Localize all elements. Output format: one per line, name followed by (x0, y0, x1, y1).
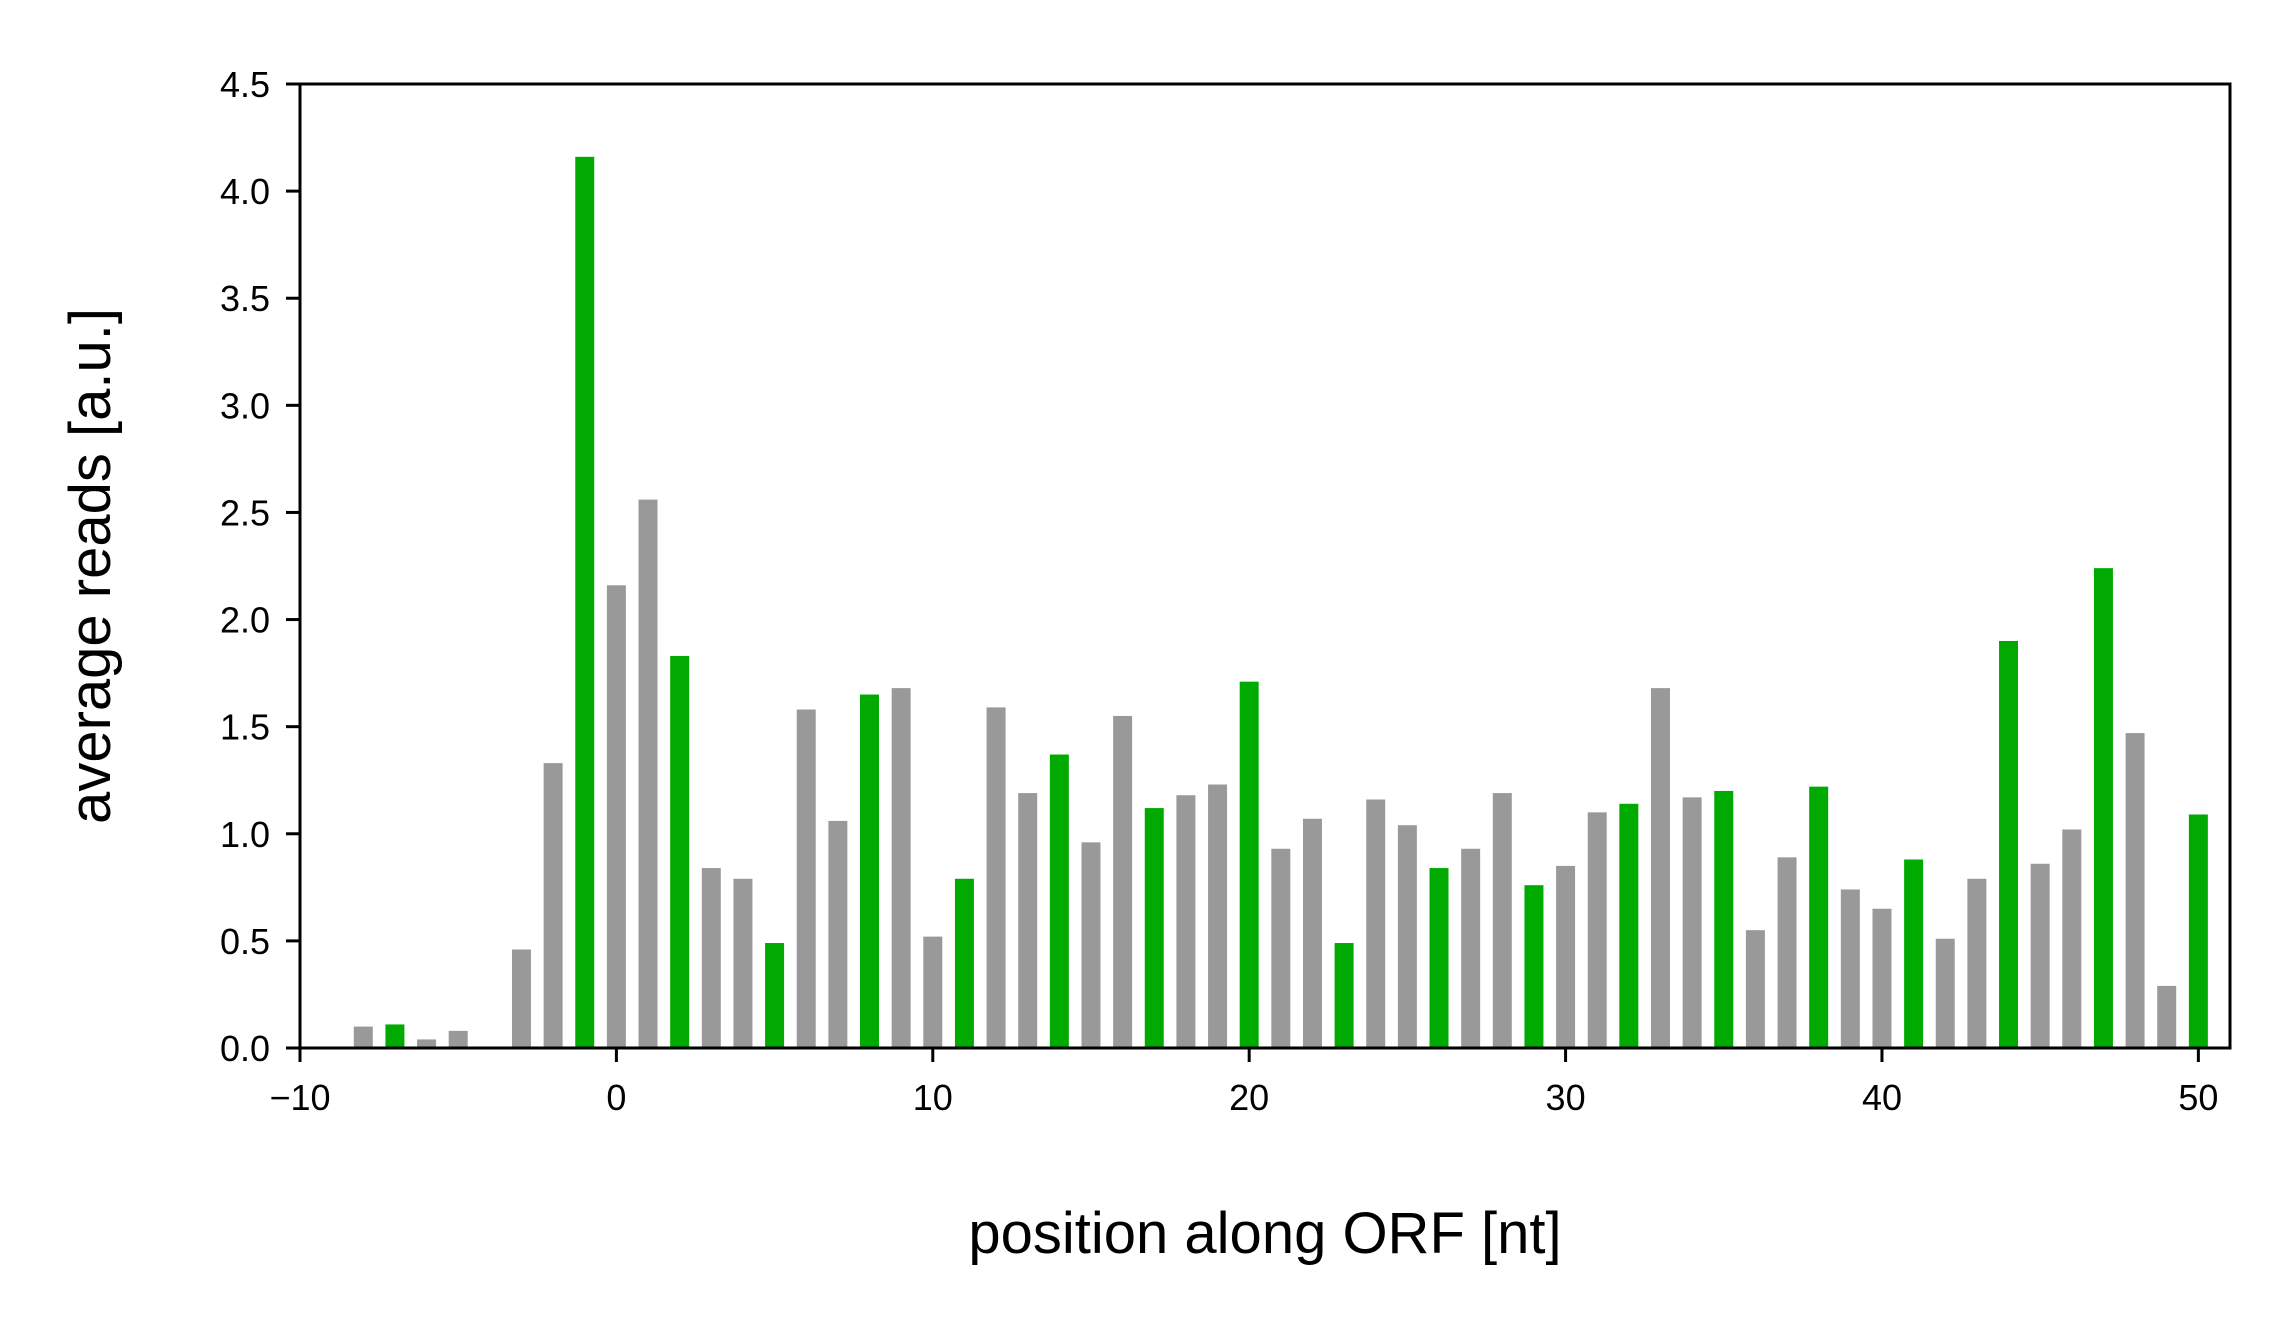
bar-36 (1745, 930, 1765, 1048)
x-tick-label: 0 (606, 1077, 626, 1118)
bar-21 (1271, 848, 1291, 1048)
bars-group (353, 156, 2208, 1048)
bar-12 (986, 707, 1006, 1048)
bar-10 (923, 936, 943, 1048)
x-axis-ticks: −10 0 10 20 30 40 50 (269, 1048, 2218, 1118)
bar-28 (1492, 793, 1512, 1048)
bar-35 (1714, 790, 1734, 1048)
bar-15 (1081, 842, 1101, 1048)
bar-13 (1018, 793, 1038, 1048)
bar-19 (1208, 784, 1228, 1048)
y-tick-label: 1.5 (220, 707, 270, 748)
x-tick-label: −10 (269, 1077, 330, 1118)
bar-44 (1999, 640, 2019, 1048)
bar-46 (2062, 829, 2082, 1048)
y-axis-label: average reads [a.u.] (58, 308, 123, 824)
bar--1 (575, 156, 595, 1048)
bar-27 (1461, 848, 1481, 1048)
bar-38 (1809, 786, 1829, 1048)
bar-31 (1587, 812, 1607, 1048)
bar-16 (1113, 715, 1133, 1048)
bar-37 (1777, 857, 1797, 1048)
bar-49 (2157, 985, 2177, 1048)
bar-23 (1334, 943, 1354, 1048)
bar-50 (2188, 814, 2208, 1048)
y-tick-label: 2.0 (220, 600, 270, 641)
bar--7 (385, 1024, 405, 1048)
bar-17 (1144, 808, 1164, 1048)
bar-18 (1176, 795, 1196, 1048)
bar-3 (701, 868, 721, 1048)
bar-24 (1366, 799, 1386, 1048)
bar-41 (1904, 859, 1924, 1048)
bar-5 (765, 943, 785, 1048)
bar-0 (606, 585, 626, 1048)
bar-45 (2030, 863, 2050, 1048)
x-tick-label: 30 (1546, 1077, 1586, 1118)
bar-48 (2125, 733, 2145, 1048)
bar-6 (796, 709, 816, 1048)
bar--5 (448, 1030, 468, 1048)
y-tick-label: 2.5 (220, 492, 270, 533)
bar-30 (1556, 865, 1576, 1048)
bar--3 (511, 949, 531, 1048)
bar-8 (860, 694, 879, 1048)
bar-47 (2093, 568, 2113, 1048)
bar-14 (1049, 754, 1069, 1048)
bar-1 (638, 499, 658, 1048)
y-tick-label: 1.0 (220, 814, 270, 855)
bar-26 (1429, 868, 1449, 1048)
x-axis-label: position along ORF [nt] (968, 1201, 1561, 1266)
bar-22 (1302, 818, 1322, 1048)
y-axis-ticks: 0.0 0.5 1.0 1.5 2.0 2.5 3.0 3.5 4.0 4.5 (220, 64, 300, 1069)
bar-2 (670, 655, 690, 1048)
x-tick-label: 10 (913, 1077, 953, 1118)
bar-4 (733, 878, 753, 1048)
bar-29 (1524, 885, 1544, 1048)
bar--6 (417, 1039, 437, 1048)
bar-32 (1619, 803, 1639, 1048)
bar-40 (1872, 908, 1892, 1048)
y-tick-label: 4.5 (220, 64, 270, 105)
y-tick-label: 0.5 (220, 921, 270, 962)
y-tick-label: 4.0 (220, 171, 270, 212)
y-tick-label: 0.0 (220, 1028, 270, 1069)
x-tick-label: 20 (1229, 1077, 1269, 1118)
bar-39 (1840, 889, 1860, 1048)
bar-9 (891, 688, 911, 1048)
bar-25 (1397, 825, 1417, 1048)
bar--2 (543, 763, 563, 1048)
y-tick-label: 3.5 (220, 278, 270, 319)
bar-33 (1651, 688, 1670, 1048)
bar-34 (1682, 797, 1702, 1048)
bar-7 (828, 820, 848, 1048)
y-tick-label: 3.0 (220, 385, 270, 426)
bar-20 (1239, 681, 1259, 1048)
bar-42 (1935, 938, 1955, 1048)
bar-43 (1967, 878, 1987, 1048)
x-tick-label: 50 (2178, 1077, 2218, 1118)
bar--8 (353, 1026, 373, 1048)
plot-frame (298, 82, 2232, 1050)
x-tick-label: 40 (1862, 1077, 1902, 1118)
bar-11 (954, 878, 974, 1048)
